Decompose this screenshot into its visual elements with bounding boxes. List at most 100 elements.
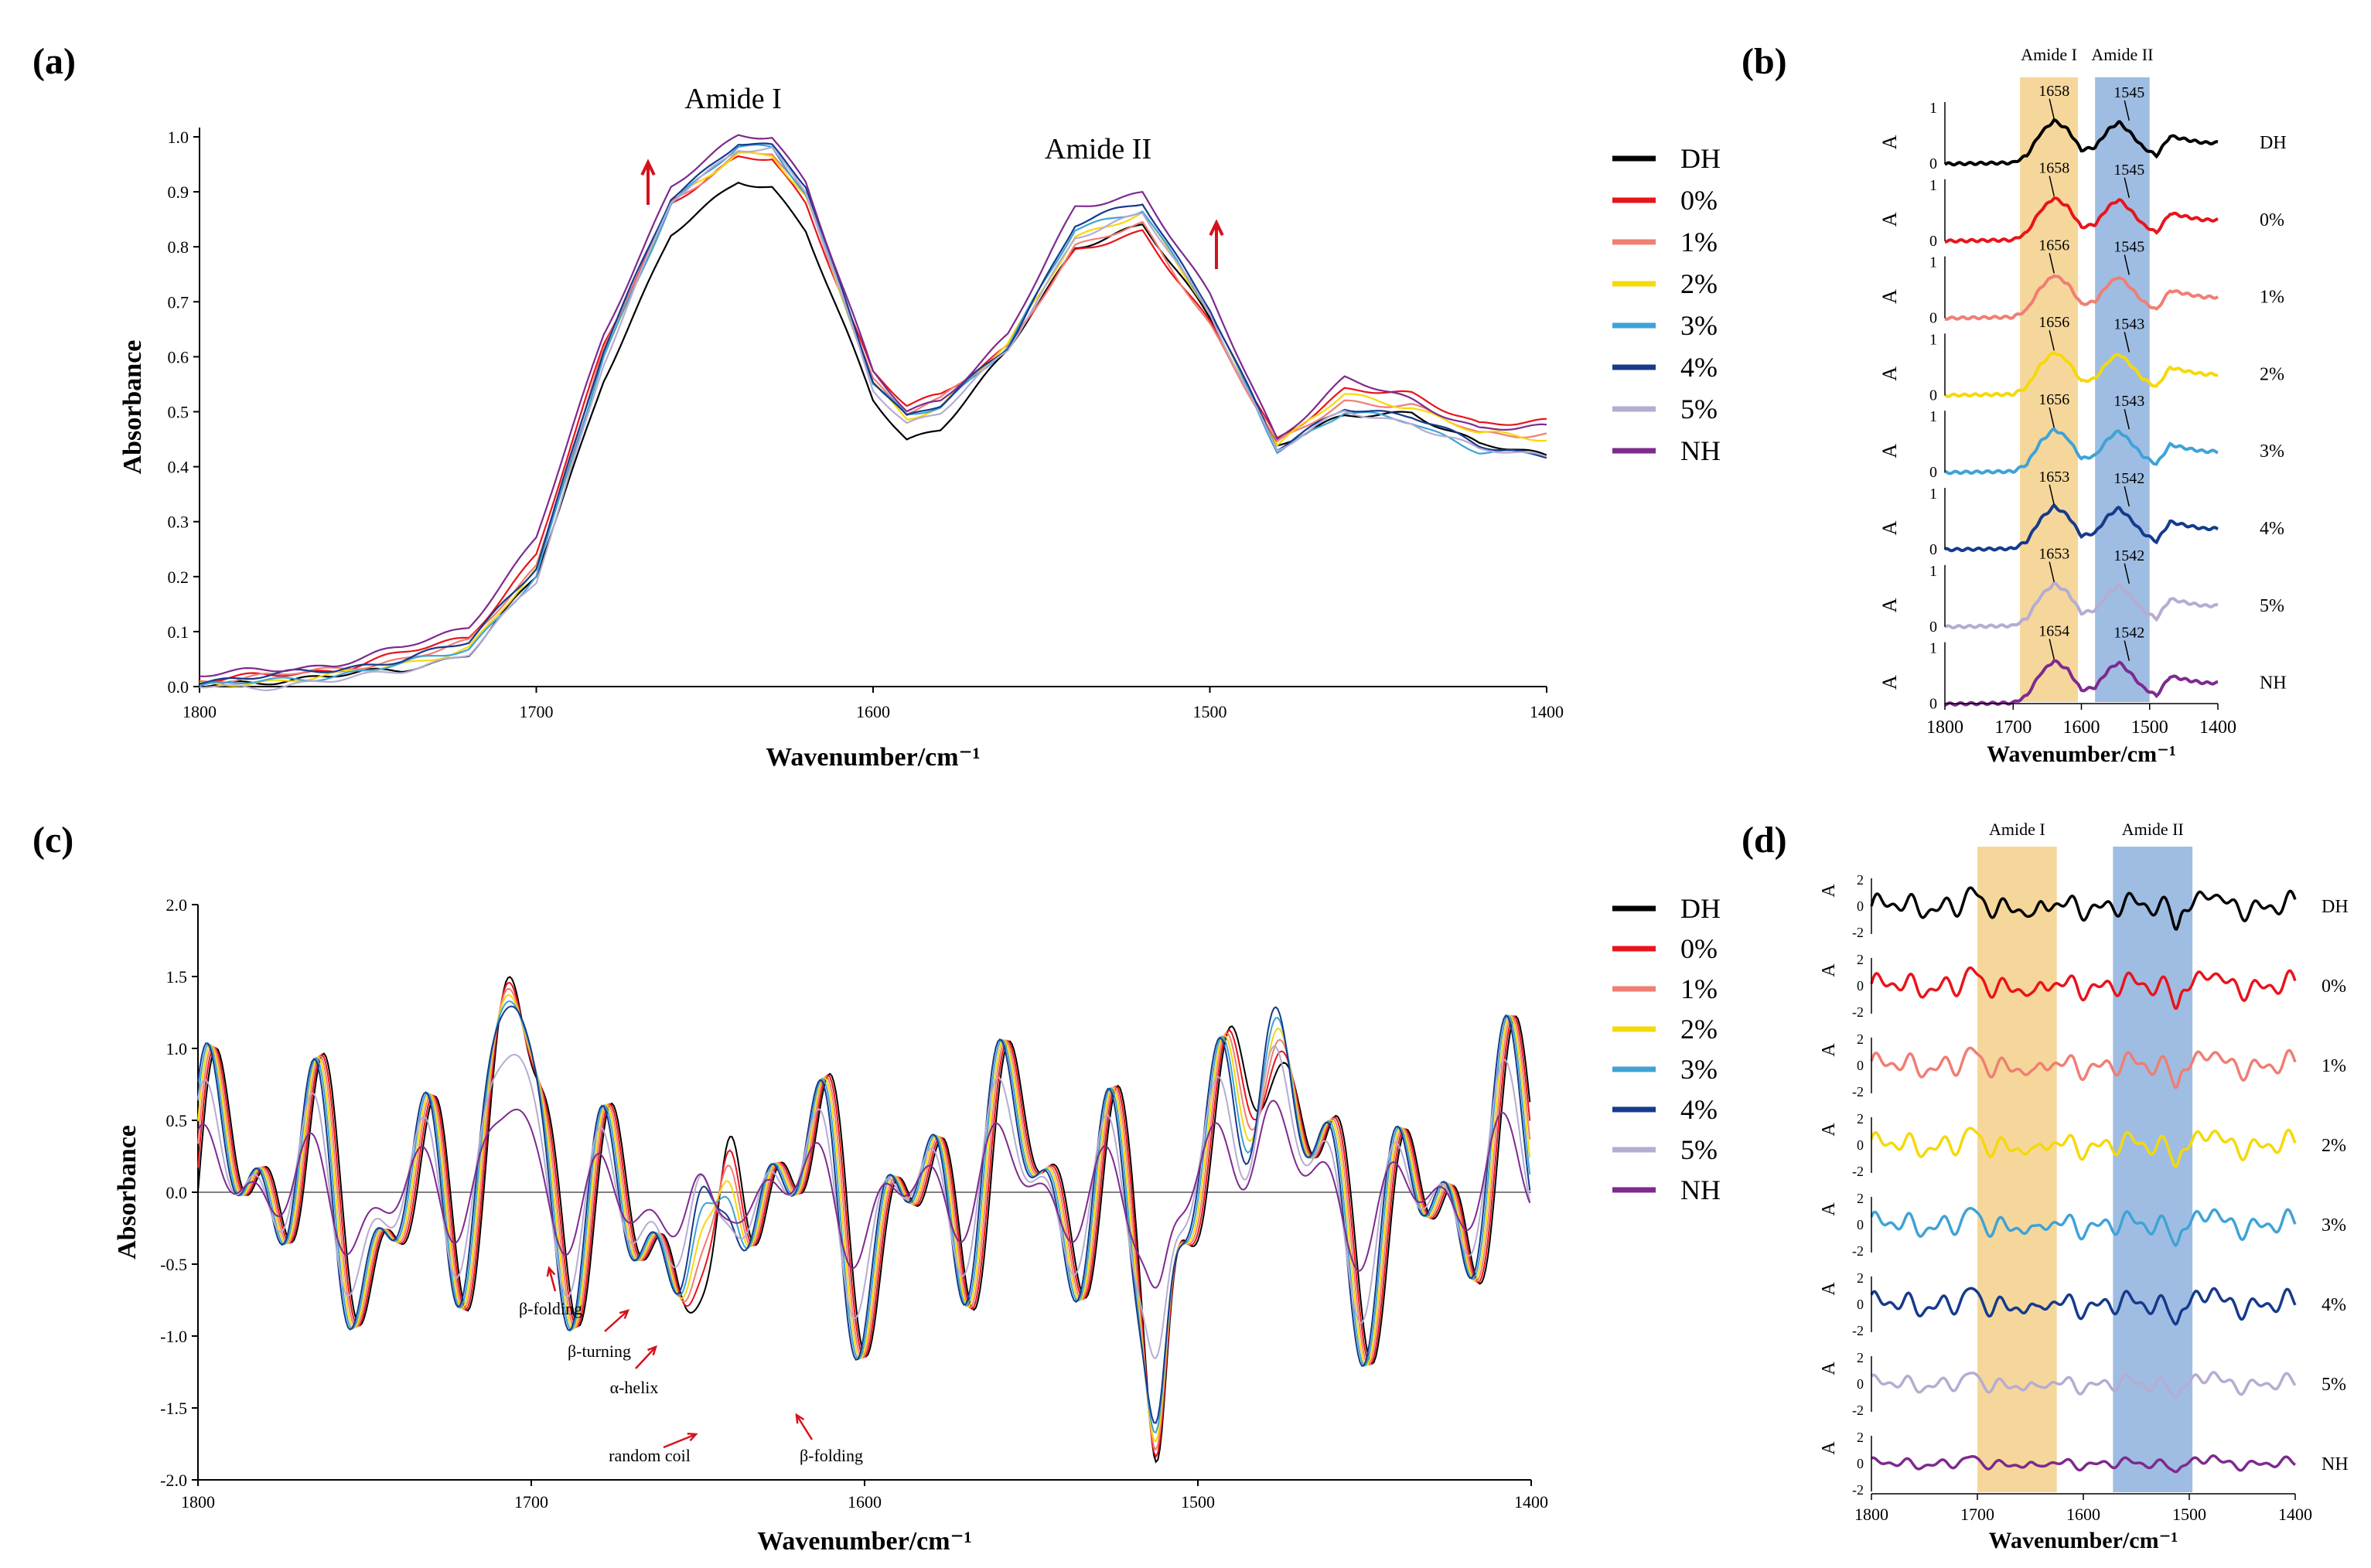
panel-name-b: 1% [2260, 288, 2284, 308]
y-tick-label-b: 1 [1929, 254, 1937, 271]
series-line-c [197, 994, 1531, 1443]
x-tick-label-d: 1500 [2172, 1505, 2206, 1524]
annotation-c: β-folding [800, 1446, 863, 1465]
y-tick-label-d: 2 [1857, 872, 1864, 888]
series-line-d [1870, 1127, 2297, 1168]
annotation-c: α-helix [610, 1378, 659, 1397]
y-tick-label-a: 0.3 [168, 513, 189, 532]
legend-entry: 3% [1680, 310, 1718, 341]
legend-entry: 1% [1680, 973, 1718, 1004]
x-tick-label-a: 1800 [183, 702, 217, 721]
band-label-amide-ii-d: Amide II [2122, 820, 2184, 839]
y-axis-title-b: A [1878, 289, 1901, 304]
y-tick-label-d: 2 [1857, 952, 1864, 967]
x-tick-label-b: 1500 [2131, 718, 2168, 738]
y-tick-label-a: 1.0 [168, 128, 189, 147]
y-tick-label-c: 0.5 [166, 1111, 188, 1130]
legend-entry: 0% [1680, 933, 1718, 964]
y-tick-label-d: 0 [1857, 898, 1864, 914]
y-tick-label-a: 0.2 [168, 568, 189, 587]
y-tick-label-d: -2 [1852, 1164, 1864, 1179]
panel-name-d: 5% [2322, 1375, 2346, 1395]
x-tick-label-c: 1600 [848, 1492, 882, 1512]
panel-name-d: 1% [2322, 1056, 2346, 1076]
annotation-arrow-c-head [546, 1266, 556, 1277]
peak-marker-b [2049, 639, 2055, 660]
y-tick-label-d: 0 [1857, 1217, 1864, 1232]
panel-name-d: 2% [2322, 1136, 2346, 1156]
legend-entry: NH [1680, 435, 1721, 466]
annotation-arrow-c-head [619, 1309, 630, 1319]
y-tick-label-a: 0.1 [168, 622, 189, 642]
y-tick-label-c: -0.5 [160, 1255, 187, 1274]
peak-label-amide-ii-b: 1545 [2113, 162, 2144, 179]
y-tick-label-d: 0 [1857, 1137, 1864, 1153]
y-tick-label-a: 0.6 [168, 347, 189, 366]
series-line-c [197, 987, 1531, 1451]
y-tick-label-b: 1 [1929, 177, 1937, 194]
panel-name-b: 5% [2260, 596, 2284, 616]
legend-entry: 2% [1680, 268, 1718, 299]
legend-entry: 1% [1680, 227, 1718, 257]
peak-label-amide-ii-b: 1545 [2113, 84, 2144, 101]
y-tick-label-c: 0.0 [166, 1183, 188, 1202]
band-label-amide-i-d: Amide I [1989, 820, 2045, 839]
panel-label-c: (c) [32, 820, 73, 861]
x-tick-label-a: 1700 [520, 702, 554, 721]
x-tick-label-b: 1600 [2063, 718, 2100, 738]
panel-name-d: DH [2322, 897, 2349, 917]
x-tick-label-a: 1500 [1193, 702, 1227, 721]
series-line-b [1944, 503, 2219, 553]
x-tick-label-c: 1500 [1181, 1492, 1215, 1512]
peak-marker-b [2049, 98, 2055, 120]
y-tick-label-d: -2 [1852, 1004, 1864, 1020]
legend-entry: 4% [1680, 352, 1718, 383]
peak-label-amide-i-b: 1656 [2038, 314, 2069, 331]
panel-name-d: 0% [2322, 977, 2346, 997]
annotation-arrow-c-head [687, 1433, 698, 1442]
series-line-c [197, 1005, 1531, 1424]
peak-label-amide-i-b: 1653 [2038, 469, 2069, 486]
panel-label-a: (a) [32, 41, 76, 82]
series-line-a [199, 146, 1547, 692]
y-tick-label-c: -1.0 [160, 1327, 187, 1346]
x-tick-label-c: 1700 [514, 1492, 548, 1512]
x-tick-label-d: 1400 [2278, 1505, 2312, 1524]
y-axis-title-b: A [1878, 520, 1901, 535]
legend-entry: 5% [1680, 1134, 1718, 1165]
peak-marker-b [2049, 330, 2055, 351]
y-tick-label-a: 0.5 [168, 403, 189, 422]
legend-entry: DH [1680, 143, 1721, 174]
annotation-arrow-c [548, 1267, 557, 1292]
x-tick-label-c: 1800 [181, 1492, 215, 1512]
y-tick-label-d: -2 [1852, 1084, 1864, 1099]
y-axis-title-d: A [1819, 884, 1839, 898]
panel-name-b: 4% [2260, 519, 2284, 539]
y-tick-label-d: -2 [1852, 1243, 1864, 1259]
panel-name-d: 3% [2322, 1215, 2346, 1236]
peak-marker-b [2124, 409, 2130, 430]
arrow-up-amide-ii-head [1209, 219, 1224, 237]
legend-entry: 3% [1680, 1054, 1718, 1085]
legend-entry: NH [1680, 1174, 1721, 1205]
series-line-d [1870, 966, 2297, 1011]
x-tick-label-b: 1400 [2199, 718, 2236, 738]
peak-label-amide-i-b: 1658 [2038, 160, 2069, 177]
series-line-c [197, 1045, 1531, 1359]
y-tick-label-b: 0 [1929, 155, 1937, 172]
peak-marker-b [2049, 253, 2055, 274]
x-axis-title-d: Wavenumber/cm⁻¹ [1989, 1528, 2178, 1553]
y-axis-title-b: A [1878, 135, 1901, 149]
panel-name-d: 4% [2322, 1295, 2346, 1315]
y-axis-title-d: A [1819, 1441, 1839, 1455]
y-tick-label-b: 1 [1929, 408, 1937, 425]
y-tick-label-d: 2 [1857, 1031, 1864, 1047]
y-axis-title-c: Absorbance [113, 1125, 142, 1260]
y-tick-label-d: 2 [1857, 1191, 1864, 1206]
peak-marker-b [2124, 177, 2130, 198]
y-tick-label-d: -2 [1852, 1323, 1864, 1338]
y-tick-label-d: 2 [1857, 1270, 1864, 1286]
amide-ii-band-d [2113, 847, 2193, 1492]
y-tick-label-d: 0 [1857, 1297, 1864, 1312]
x-tick-label-b: 1800 [1926, 718, 1963, 738]
